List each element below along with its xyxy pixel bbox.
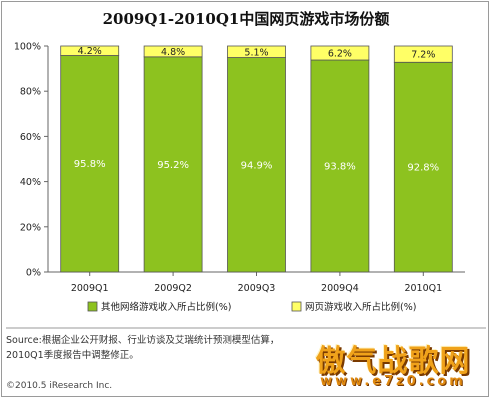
- data-label: 94.9%: [241, 160, 273, 171]
- data-label: 95.8%: [74, 159, 106, 170]
- legend-swatch: [87, 301, 98, 312]
- data-label: 7.2%: [411, 50, 435, 61]
- data-label: 6.2%: [328, 49, 352, 60]
- bar-segment: [143, 45, 203, 58]
- x-tick-label: 2009Q1: [71, 283, 109, 294]
- x-tick-label: 2009Q2: [154, 283, 192, 294]
- y-tick-label: 0%: [26, 268, 41, 279]
- data-label: 4.2%: [78, 46, 102, 57]
- watermark-title: 傲气战歌网: [315, 344, 471, 379]
- data-label: 4.8%: [161, 47, 185, 58]
- source-note: Source:根据企业公开财报、行业访谈及艾瑞统计预测模型估算，2010Q1季度…: [6, 335, 280, 361]
- x-tick-label: 2010Q1: [404, 283, 442, 294]
- y-tick-label: 40%: [20, 177, 41, 188]
- bar-segment: [60, 55, 120, 273]
- data-label: 93.8%: [324, 162, 356, 173]
- bar-segment: [310, 59, 370, 273]
- y-tick-label: 20%: [20, 222, 41, 233]
- y-tick-label: 100%: [14, 42, 41, 53]
- watermark-url: www.e7z0.com: [320, 374, 466, 389]
- bar-segment: [227, 45, 286, 58]
- data-label: 95.2%: [157, 160, 189, 171]
- legend-swatch: [291, 301, 302, 312]
- data-label: 92.8%: [407, 163, 439, 174]
- bar-segment: [227, 57, 286, 273]
- watermark-logo: 傲气战歌网 www.e7z0.com: [300, 336, 486, 394]
- data-label: 5.1%: [244, 47, 268, 58]
- bar-segment: [60, 45, 120, 56]
- legend-label: 其他网络游戏收入所占比例(%): [101, 301, 231, 313]
- bar-segment: [310, 45, 370, 61]
- copyright: ©2010.5 iResearch Inc.: [6, 381, 113, 391]
- legend-label: 网页游戏收入所占比例(%): [305, 301, 416, 313]
- x-tick-label: 2009Q3: [238, 283, 276, 294]
- bar-segment: [393, 45, 453, 63]
- y-tick-label: 80%: [20, 87, 41, 98]
- chart-title: 2009Q1-2010Q1中国网页游戏市场份额: [102, 10, 390, 28]
- y-tick-label: 60%: [20, 132, 41, 143]
- bar-segment: [393, 61, 453, 273]
- bar-segment: [143, 56, 203, 273]
- x-tick-label: 2009Q4: [321, 283, 359, 294]
